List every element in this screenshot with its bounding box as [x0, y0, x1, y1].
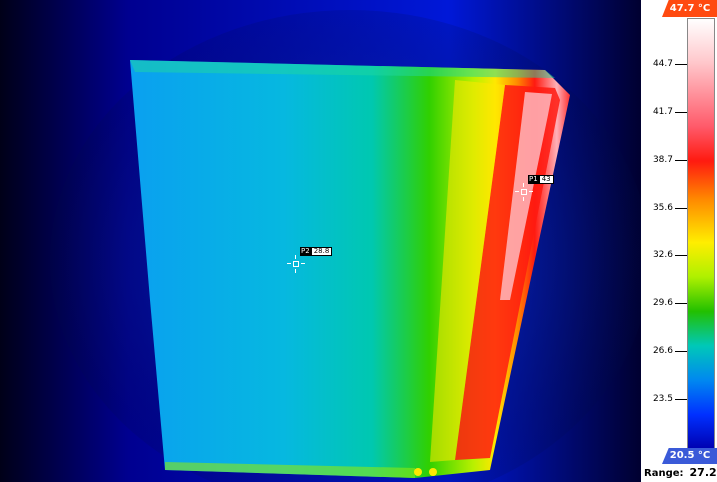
thermal-scene — [0, 0, 641, 482]
point-label-p1: P1 43 — [528, 175, 554, 184]
point-label-p2: P2 28.8 — [300, 247, 333, 256]
tick-mark — [675, 303, 687, 304]
tick-mark — [675, 351, 687, 352]
tick-mark — [675, 160, 687, 161]
foot-spot — [429, 468, 437, 476]
top-edge — [130, 60, 555, 78]
max-temperature-badge: 47.7 °C — [662, 0, 717, 17]
tick-label: 44.7 — [652, 59, 673, 69]
warm-band — [430, 80, 505, 462]
color-scale-bar — [687, 18, 715, 450]
tick-label: 41.7 — [652, 107, 673, 117]
tick-label: 35.6 — [652, 203, 673, 213]
point-value: 43 — [538, 175, 554, 184]
bottom-edge — [165, 462, 415, 478]
tick-mark — [675, 112, 687, 113]
tick-label: 29.6 — [652, 298, 673, 308]
foot-spot — [414, 468, 422, 476]
point-value: 28.8 — [310, 247, 333, 256]
measurement-point-p1[interactable] — [515, 183, 533, 201]
hottest-band — [500, 92, 552, 300]
point-id: P2 — [300, 247, 311, 256]
tick-label: 23.5 — [652, 394, 673, 404]
range-value: 27.2 — [689, 466, 717, 479]
tick-label: 26.6 — [652, 346, 673, 356]
point-id: P1 — [528, 175, 539, 184]
tick-mark — [675, 399, 687, 400]
tick-label: 32.6 — [652, 250, 673, 260]
tick-mark — [675, 208, 687, 209]
temperature-scale-panel: 47.7 °C 44.7 41.7 38.7 35.6 32.6 29.6 26… — [641, 0, 717, 482]
thermal-image: P1 43 P2 28.8 — [0, 0, 641, 482]
range-label: Range: — [644, 468, 684, 479]
tick-label: 38.7 — [652, 155, 673, 165]
range-readout: Range: 27.2 — [644, 466, 717, 479]
tick-mark — [675, 64, 687, 65]
tick-mark — [675, 255, 687, 256]
measurement-point-p2[interactable] — [287, 255, 305, 273]
min-temperature-badge: 20.5 °C — [662, 448, 717, 464]
